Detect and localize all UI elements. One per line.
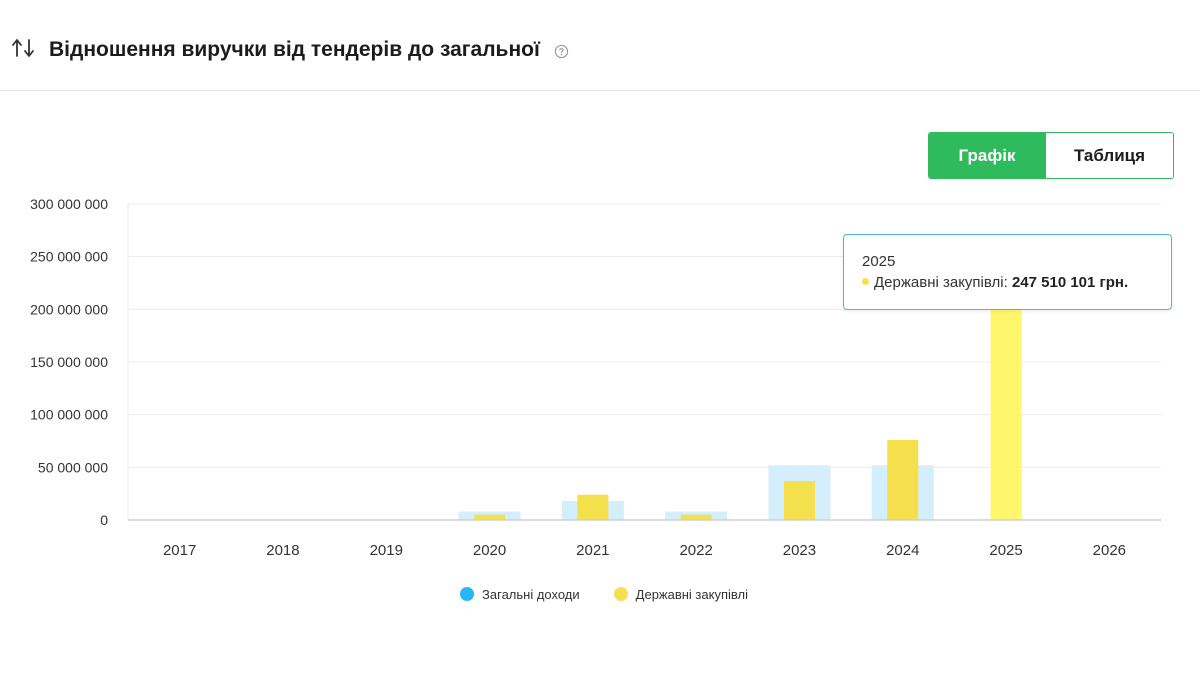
tooltip-row: Державні закупівлі: 247 510 101 грн. — [862, 273, 1171, 293]
x-tick-label: 2022 — [679, 542, 712, 559]
x-tick-label: 2020 — [473, 542, 506, 559]
legend-item-total-income[interactable]: Загальні доходи — [452, 587, 580, 602]
legend-dot-total-income — [460, 587, 475, 601]
y-tick-label: 200 000 000 — [30, 301, 108, 317]
bar-government-procurement — [474, 514, 506, 520]
view-toggle: Графік Таблиця — [928, 132, 1174, 179]
sort-arrows-icon[interactable] — [10, 36, 38, 60]
chart-tooltip: 2025 Державні закупівлі: 247 510 101 грн… — [843, 234, 1172, 310]
bar-government-procurement — [887, 439, 919, 520]
x-tick-label: 2019 — [370, 542, 403, 559]
legend-label-government-procurement: Державні закупівлі — [635, 586, 748, 602]
y-tick-label: 250 000 000 — [30, 249, 108, 265]
x-tick-label: 2023 — [783, 542, 816, 559]
bar-chart: 0 50 000 000 100 000 000 150 000 000 200 000… — [30, 196, 1161, 559]
y-tick-label: 0 — [100, 512, 108, 528]
x-tick-label: 2025 — [989, 542, 1022, 559]
bar-government-procurement — [680, 514, 712, 520]
tooltip-dot — [862, 278, 869, 285]
bar-government-procurement — [990, 310, 1022, 520]
bar-government-procurement — [577, 494, 609, 520]
x-tick-label: 2017 — [163, 542, 196, 559]
chart-header: Відношення виручки від тендерів до загал… — [0, 0, 1200, 91]
chart-legend: Загальні доходи Державні закупівлі — [0, 584, 1200, 604]
x-tick-label: 2024 — [886, 542, 919, 559]
table-view-button[interactable]: Таблиця — [1045, 133, 1173, 178]
tooltip-year: 2025 — [862, 253, 896, 270]
y-tick-label: 150 000 000 — [30, 354, 108, 370]
x-tick-label: 2018 — [266, 542, 299, 559]
legend-item-government-procurement[interactable]: Державні закупівлі — [606, 587, 748, 602]
x-tick-label: 2021 — [576, 542, 609, 559]
bar-government-procurement — [783, 481, 815, 520]
x-tick-label: 2026 — [1093, 542, 1126, 559]
y-tick-label: 300 000 000 — [30, 196, 108, 212]
chart-view-button[interactable]: Графік — [929, 133, 1045, 178]
tooltip-value: 247 510 101 грн. — [1011, 274, 1129, 291]
tooltip-series-label: Державні закупівлі: — [874, 274, 1008, 291]
question-circle-icon[interactable] — [554, 44, 569, 59]
legend-dot-government-procurement — [613, 587, 628, 601]
y-tick-label: 50 000 000 — [38, 459, 108, 475]
page-title: Відношення виручки від тендерів до загал… — [49, 38, 540, 61]
y-tick-label: 100 000 000 — [30, 407, 108, 423]
legend-label-total-income: Загальні доходи — [482, 586, 580, 602]
